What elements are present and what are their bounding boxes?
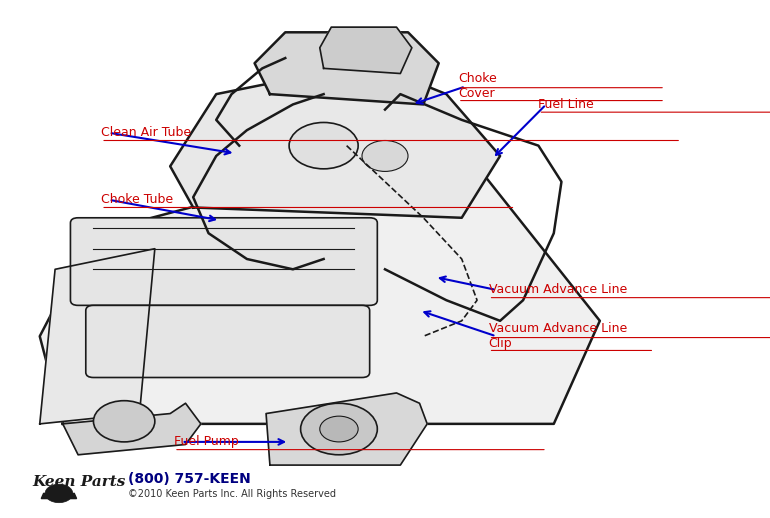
Circle shape (45, 484, 72, 502)
Polygon shape (266, 393, 427, 465)
Polygon shape (170, 63, 500, 218)
Text: (800) 757-KEEN: (800) 757-KEEN (128, 472, 251, 486)
FancyBboxPatch shape (70, 218, 377, 306)
Text: Choke Tube: Choke Tube (101, 193, 173, 206)
Text: Fuel Line: Fuel Line (538, 98, 594, 111)
Polygon shape (63, 403, 201, 455)
Text: Keen Parts: Keen Parts (32, 474, 126, 488)
Polygon shape (40, 146, 600, 424)
Circle shape (362, 140, 408, 171)
Text: Fuel Pump: Fuel Pump (174, 436, 239, 449)
Polygon shape (255, 32, 439, 105)
Circle shape (289, 122, 358, 169)
Polygon shape (42, 494, 76, 499)
Circle shape (320, 416, 358, 442)
FancyBboxPatch shape (85, 306, 370, 378)
Text: Vacuum Advance Line: Vacuum Advance Line (489, 283, 627, 296)
Text: Clean Air Tube: Clean Air Tube (101, 126, 191, 139)
Text: ©2010 Keen Parts Inc. All Rights Reserved: ©2010 Keen Parts Inc. All Rights Reserve… (128, 489, 336, 499)
Polygon shape (40, 249, 155, 424)
Circle shape (93, 401, 155, 442)
Text: Vacuum Advance Line
Clip: Vacuum Advance Line Clip (489, 322, 627, 350)
Polygon shape (320, 27, 412, 74)
Text: Choke
Cover: Choke Cover (458, 73, 497, 100)
Circle shape (300, 403, 377, 455)
